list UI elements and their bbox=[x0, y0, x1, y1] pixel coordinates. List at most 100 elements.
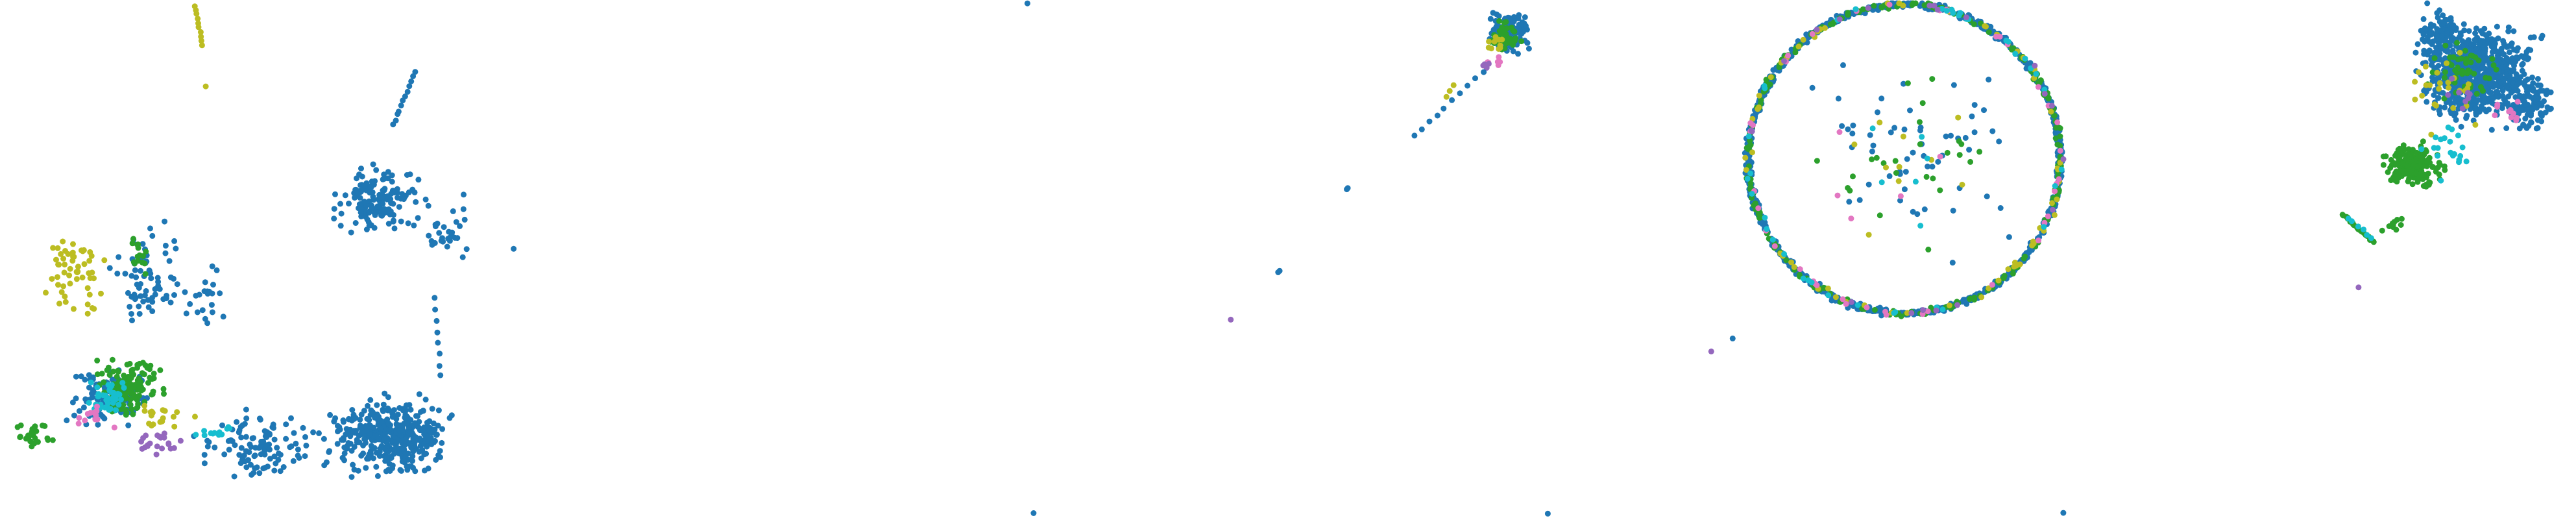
scatter-point-blue bbox=[128, 311, 134, 317]
scatter-point-purple bbox=[1963, 14, 1969, 21]
scatter-point-blue bbox=[64, 417, 70, 424]
scatter-point-olive bbox=[2049, 200, 2055, 206]
scatter-point-blue bbox=[2534, 76, 2541, 82]
scatter-point-olive bbox=[1896, 164, 1902, 170]
scatter-point-olive bbox=[81, 261, 88, 267]
scatter-point-blue bbox=[171, 238, 178, 244]
scatter-point-green bbox=[130, 411, 136, 417]
scatter-point-pink bbox=[75, 421, 82, 426]
scatter-point-blue bbox=[127, 304, 133, 310]
scatter-point-blue bbox=[1986, 77, 1992, 83]
scatter-point-pink bbox=[1840, 296, 1846, 302]
scatter-point-cyan bbox=[1943, 8, 1950, 14]
scatter-point-cyan bbox=[2438, 177, 2444, 184]
scatter-point-cyan bbox=[2012, 51, 2019, 57]
scatter-point-blue bbox=[174, 281, 180, 288]
scatter-point-olive bbox=[148, 412, 154, 419]
scatter-point-olive bbox=[91, 306, 97, 312]
scatter-point-blue bbox=[2500, 51, 2507, 57]
scatter-point-cyan bbox=[1825, 292, 1832, 299]
scatter-point-cyan bbox=[115, 401, 122, 408]
scatter-point-olive bbox=[1851, 142, 1858, 147]
scatter-point-blue bbox=[437, 372, 444, 378]
scatter-point-blue bbox=[217, 290, 223, 297]
scatter-point-blue bbox=[2503, 56, 2510, 62]
scatter-point-cyan bbox=[100, 392, 106, 399]
scatter-point-blue bbox=[1840, 62, 1846, 68]
scatter-point-blue bbox=[2472, 30, 2479, 36]
scatter-point-pink bbox=[84, 411, 91, 417]
scatter-point-green bbox=[2000, 275, 2007, 281]
scatter-point-green bbox=[2447, 54, 2453, 60]
scatter-point-blue bbox=[1910, 149, 1916, 156]
scatter-point-cyan bbox=[2441, 135, 2448, 142]
scatter-point-blue bbox=[436, 230, 443, 236]
scatter-point-olive bbox=[1492, 34, 1499, 40]
scatter-point-green bbox=[2462, 47, 2468, 54]
scatter-point-olive bbox=[80, 247, 87, 253]
scatter-point-cyan bbox=[1957, 10, 1963, 16]
scatter-point-pink bbox=[2492, 112, 2498, 119]
scatter-point-pink bbox=[1785, 53, 1792, 59]
scatter-point-green bbox=[132, 260, 138, 267]
scatter-point-blue bbox=[132, 296, 138, 302]
scatter-point-cyan bbox=[2041, 224, 2047, 230]
scatter-point-cyan bbox=[1747, 170, 1754, 177]
scatter-point-purple bbox=[154, 443, 160, 450]
scatter-point-olive bbox=[1788, 259, 1795, 265]
scatter-point-blue bbox=[2528, 119, 2534, 126]
scatter-point-blue bbox=[2468, 101, 2474, 108]
scatter-point-blue bbox=[2433, 32, 2440, 39]
scatter-point-green bbox=[136, 380, 143, 386]
scatter-point-cyan bbox=[1853, 6, 1859, 12]
scatter-point-green bbox=[2425, 182, 2432, 188]
scatter-point-blue bbox=[389, 172, 395, 179]
scatter-point-blue bbox=[431, 240, 438, 246]
scatter-point-blue bbox=[125, 290, 131, 296]
scatter-point-blue bbox=[382, 186, 388, 192]
scatter-point-blue bbox=[152, 291, 158, 298]
scatter-point-blue bbox=[2494, 23, 2500, 30]
scatter-point-blue bbox=[363, 465, 369, 471]
scatter-point-blue bbox=[136, 285, 142, 291]
scatter-point-blue bbox=[439, 426, 446, 432]
scatter-point-olive bbox=[84, 285, 91, 291]
scatter-point-blue bbox=[2538, 118, 2545, 125]
scatter-point-olive bbox=[202, 83, 209, 90]
scatter-point-blue bbox=[350, 462, 356, 468]
scatter-point-blue bbox=[2499, 88, 2506, 93]
scatter-point-blue bbox=[1809, 84, 1816, 91]
scatter-point-green bbox=[1944, 149, 1950, 156]
scatter-point-blue bbox=[231, 473, 237, 480]
scatter-point-blue bbox=[183, 310, 189, 317]
scatter-point-olive bbox=[56, 262, 62, 268]
scatter-point-blue bbox=[295, 452, 301, 459]
scatter-point-pink bbox=[1814, 282, 1820, 288]
scatter-point-purple bbox=[2048, 103, 2055, 109]
scatter-point-blue bbox=[371, 225, 378, 231]
scatter-point-blue bbox=[2503, 125, 2510, 131]
scatter-point-blue bbox=[449, 229, 456, 236]
scatter-point-green bbox=[1783, 257, 1790, 264]
scatter-point-cyan bbox=[2447, 138, 2453, 145]
scatter-point-green bbox=[1892, 158, 1899, 164]
scatter-point-pink bbox=[1834, 192, 1841, 199]
scatter-point-blue bbox=[436, 363, 443, 369]
scatter-point-cyan bbox=[1939, 306, 1946, 313]
scatter-point-green bbox=[2392, 162, 2398, 168]
scatter-point-green bbox=[2403, 154, 2410, 161]
scatter-point-blue bbox=[2422, 38, 2428, 45]
scatter-point-blue bbox=[250, 470, 257, 476]
panel-2 bbox=[1024, 0, 1037, 516]
scatter-point-blue bbox=[2461, 27, 2468, 34]
scatter-point-pink bbox=[1747, 120, 1754, 127]
scatter-point-blue bbox=[73, 373, 79, 380]
scatter-point-cyan bbox=[2455, 132, 2461, 139]
scatter-point-green bbox=[1496, 18, 1502, 24]
scatter-point-blue bbox=[396, 204, 402, 210]
scatter-point-olive bbox=[2416, 69, 2422, 75]
scatter-point-blue bbox=[421, 467, 428, 474]
scatter-point-blue bbox=[402, 453, 409, 460]
scatter-point-blue bbox=[410, 73, 417, 79]
scatter-point-green bbox=[1937, 187, 1943, 193]
